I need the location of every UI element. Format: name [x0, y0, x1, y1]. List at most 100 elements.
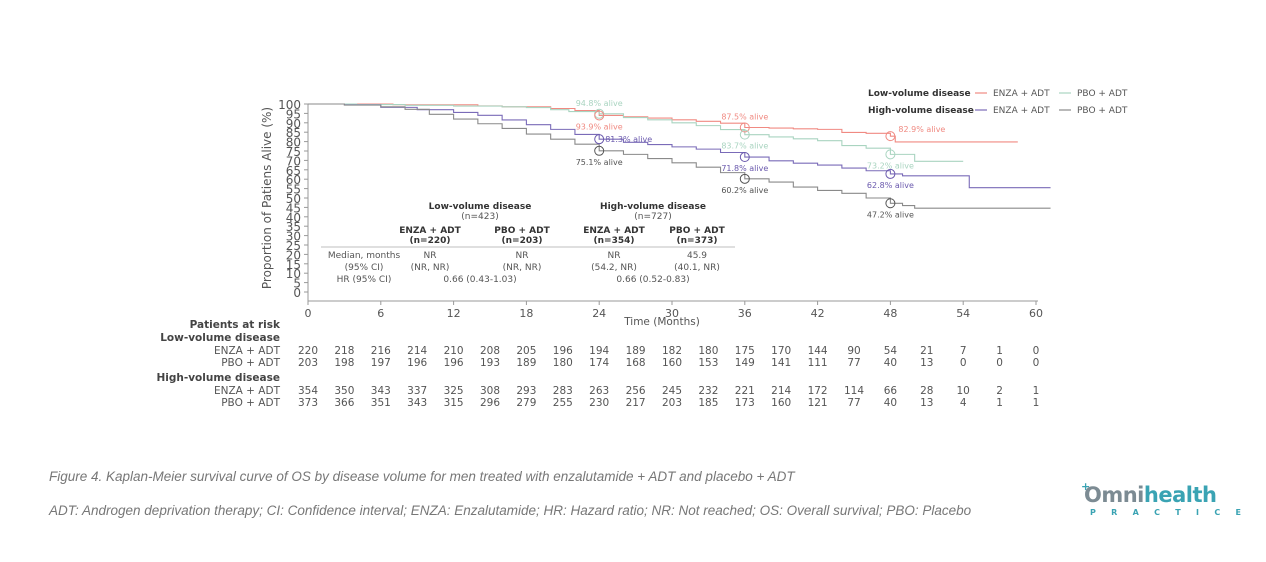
legend-group-label: High-volume disease [868, 106, 974, 116]
y-tick-label: 40 [286, 211, 301, 225]
inset-median: NR [608, 251, 621, 261]
risk-value: 1 [996, 345, 1003, 357]
risk-value: 245 [662, 385, 682, 397]
logo-main-text: health [1143, 483, 1217, 507]
legend-entry-label: ENZA + ADT [993, 106, 1050, 116]
risk-value: 174 [589, 357, 609, 369]
risk-value: 1 [1033, 397, 1040, 409]
risk-value: 21 [920, 345, 933, 357]
legend: Low-volume disease ENZA + ADT PBO + ADT Hig… [868, 89, 1128, 116]
risk-value: 216 [371, 345, 391, 357]
x-tick-label: 18 [519, 307, 533, 320]
risk-value: 203 [298, 357, 318, 369]
risk-value: 255 [553, 397, 573, 409]
risk-value: 13 [920, 357, 933, 369]
x-tick-label: 48 [883, 307, 897, 320]
inset-row-label: HR (95% CI) [337, 275, 392, 285]
series-line-1 [308, 103, 964, 162]
inset-table: Low-volume disease(n=423) High-volume dis… [321, 202, 735, 285]
inset-group-n: (n=423) [461, 212, 498, 222]
risk-value: 208 [480, 345, 500, 357]
risk-value: 197 [371, 357, 391, 369]
y-tick-label: 45 [286, 201, 301, 215]
km-chart: 0510152025303540455055606570758085909510… [156, 89, 1128, 409]
inset-col-n: (n=220) [410, 236, 451, 246]
y-tick-label: 25 [286, 239, 301, 253]
inset-median: NR [424, 251, 437, 261]
inset-col-n: (n=373) [677, 236, 718, 246]
inset-hr: 0.66 (0.43-1.03) [443, 275, 516, 285]
risk-value: 218 [334, 345, 354, 357]
risk-value: 168 [626, 357, 646, 369]
x-tick-label: 12 [447, 307, 461, 320]
risk-value: 1 [1033, 385, 1040, 397]
risk-value: 217 [626, 397, 646, 409]
inset-col-n: (n=203) [502, 236, 543, 246]
inset-group-title: High-volume disease [600, 202, 706, 212]
inset-group-title: Low-volume disease [429, 202, 532, 212]
x-tick-label: 54 [956, 307, 970, 320]
censor-marker [739, 173, 750, 184]
risk-value: 373 [298, 397, 318, 409]
series-line-3 [308, 103, 1051, 209]
inset-ci: (40.1, NR) [674, 263, 720, 273]
risk-value: 144 [808, 345, 828, 357]
risk-value: 350 [334, 385, 354, 397]
risk-value: 13 [920, 397, 933, 409]
risk-value: 220 [298, 345, 318, 357]
risk-value: 0 [1033, 357, 1040, 369]
risk-value: 160 [662, 357, 682, 369]
risk-value: 351 [371, 397, 391, 409]
legend-entry-label: PBO + ADT [1077, 106, 1128, 116]
x-axis-title: Time (Months) [623, 316, 700, 328]
series-line-2 [308, 103, 1051, 189]
risk-value: 189 [516, 357, 536, 369]
risk-row-label: PBO + ADT [221, 397, 280, 409]
risk-value: 263 [589, 385, 609, 397]
censor-marker [885, 149, 896, 160]
risk-value: 40 [884, 397, 897, 409]
annotation-label: 87.5% alive [721, 113, 768, 122]
logo-prefix: Omni [1084, 483, 1144, 507]
y-tick-label: 70 [286, 154, 301, 168]
y-tick-label: 50 [286, 192, 301, 206]
inset-row-label: (95% CI) [345, 263, 384, 273]
y-tick-label: 95 [286, 107, 301, 121]
risk-value: 114 [844, 385, 864, 397]
risk-value: 0 [1033, 345, 1040, 357]
risk-value: 0 [960, 357, 967, 369]
inset-group-n: (n=727) [634, 212, 671, 222]
risk-value: 66 [884, 385, 898, 397]
risk-value: 230 [589, 397, 609, 409]
inset-col-arm: ENZA + ADT [399, 226, 461, 236]
risk-value: 256 [626, 385, 646, 397]
risk-value: 149 [735, 357, 755, 369]
risk-value: 180 [698, 345, 718, 357]
censor-marker [739, 122, 750, 133]
risk-value: 77 [847, 397, 860, 409]
risk-value: 175 [735, 345, 755, 357]
risk-value: 2 [996, 385, 1003, 397]
risk-value: 7 [960, 345, 967, 357]
risk-value: 366 [334, 397, 354, 409]
x-tick-label: 0 [305, 307, 312, 320]
risk-value: 4 [960, 397, 967, 409]
risk-value: 172 [808, 385, 828, 397]
x-tick-label: 36 [738, 307, 752, 320]
y-tick-label: 30 [286, 230, 301, 244]
risk-value: 293 [516, 385, 536, 397]
risk-row-label: PBO + ADT [221, 357, 280, 369]
y-tick-label: 0 [293, 286, 301, 300]
y-tick-label: 90 [286, 117, 301, 131]
risk-value: 279 [516, 397, 536, 409]
risk-value: 354 [298, 385, 318, 397]
inset-hr: 0.66 (0.52-0.83) [616, 275, 689, 285]
risk-value: 160 [771, 397, 791, 409]
x-tick-label: 42 [811, 307, 825, 320]
y-tick-label: 85 [286, 126, 301, 140]
risk-value: 54 [884, 345, 898, 357]
x-tick-label: 6 [377, 307, 384, 320]
annotations: 94.8% alive 93.9% alive 81.3% alive 75.1% a… [576, 99, 946, 219]
censor-marker [594, 110, 605, 121]
